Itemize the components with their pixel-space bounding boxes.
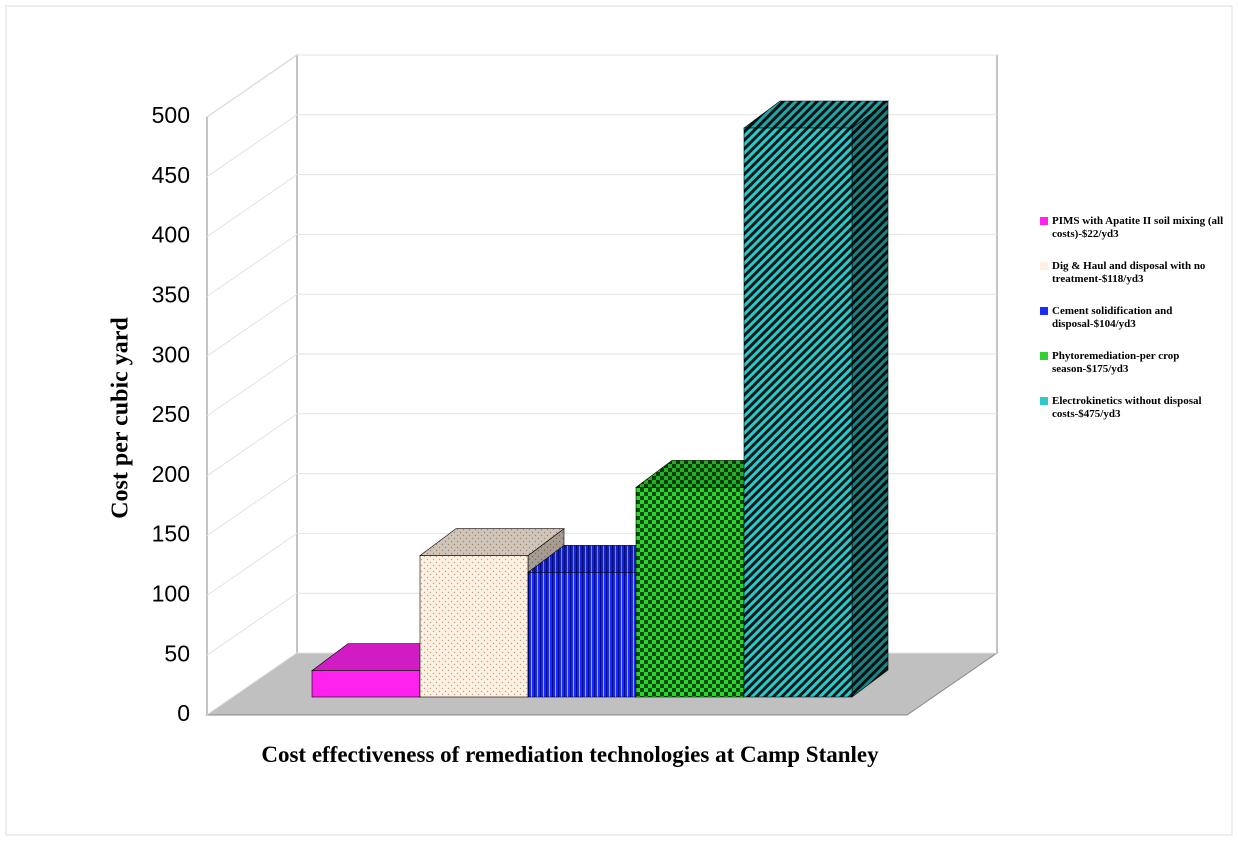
legend-swatch	[1040, 397, 1048, 405]
y-tick-label: 50	[164, 640, 190, 666]
bar	[311, 670, 421, 698]
bar	[419, 555, 529, 698]
y-tick-label: 100	[152, 580, 190, 606]
legend-label: PIMS with Apatite II soil mixing (all co…	[1052, 215, 1224, 240]
legend-swatch	[1040, 352, 1048, 360]
bar-top-shade	[744, 101, 888, 128]
bar-top-shade	[420, 528, 564, 556]
y-tick-label: 0	[177, 700, 190, 726]
y-tick-label: 500	[152, 102, 190, 128]
legend-swatch	[1040, 307, 1048, 315]
legend-swatch	[1040, 262, 1048, 270]
legend-label: Phytoremediation-per crop season-$175/yd…	[1052, 350, 1180, 375]
legend-label: Cement solidification and disposal-$104/…	[1052, 305, 1173, 330]
y-tick-label: 350	[152, 281, 190, 307]
bar	[743, 127, 853, 698]
y-tick-label: 400	[152, 222, 190, 248]
y-tick-label: 250	[152, 401, 190, 427]
y-tick-label: 300	[152, 341, 190, 367]
legend-swatch	[1040, 217, 1048, 225]
y-tick-label: 200	[152, 461, 190, 487]
bar	[527, 572, 637, 698]
y-tick-label: 150	[152, 521, 190, 547]
bar	[635, 487, 745, 698]
legend-label: Electrokinetics without disposal costs-$…	[1052, 395, 1202, 420]
y-tick-label: 450	[152, 162, 190, 188]
grid-line	[206, 54, 997, 118]
bar-side-shade	[852, 101, 888, 697]
frame	[5, 5, 1233, 836]
legend-label: Dig & Haul and disposal with no treatmen…	[1052, 260, 1206, 285]
y-axis-label: Cost per cubic yard	[108, 317, 134, 519]
chart-title: Cost effectiveness of remediation techno…	[261, 742, 879, 767]
